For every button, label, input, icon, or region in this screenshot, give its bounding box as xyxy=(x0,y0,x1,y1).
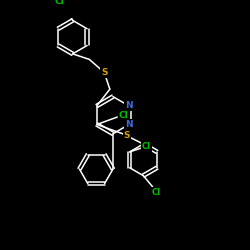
Text: Cl: Cl xyxy=(142,142,151,151)
Text: Cl: Cl xyxy=(119,111,129,120)
Text: Cl: Cl xyxy=(152,188,161,197)
Text: N: N xyxy=(125,120,133,129)
Text: S: S xyxy=(101,68,107,77)
Text: Cl: Cl xyxy=(55,0,64,6)
Text: N: N xyxy=(125,102,133,110)
Text: S: S xyxy=(123,131,130,140)
